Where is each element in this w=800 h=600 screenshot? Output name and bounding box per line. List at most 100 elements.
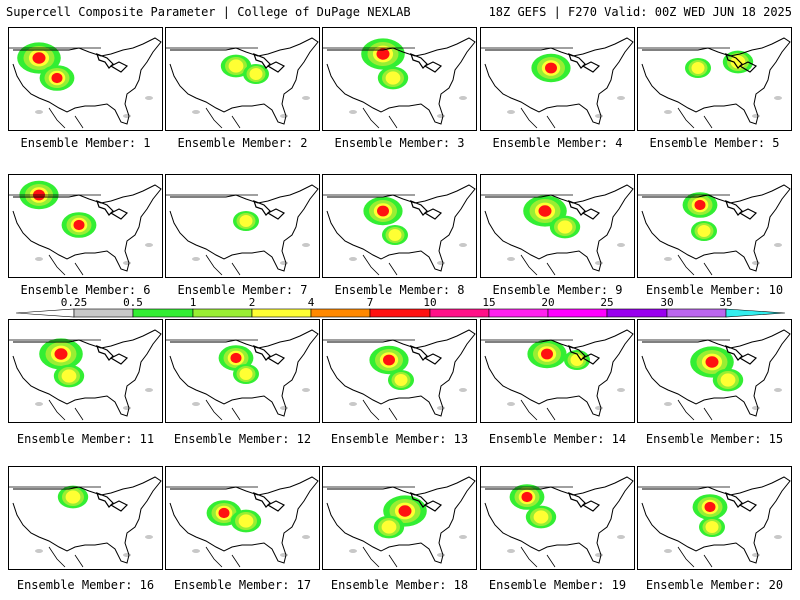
colorbar-level-label: 7 (367, 297, 374, 309)
scp-shading (507, 549, 515, 553)
coastline (12, 37, 162, 125)
map-svg (166, 184, 319, 276)
scp-shading (595, 114, 603, 118)
colorbar-segment (73, 308, 134, 318)
mexico-coast (520, 399, 556, 421)
scp-shading (145, 388, 153, 392)
map-svg (166, 329, 319, 421)
colorbar-level-label: 4 (308, 297, 315, 309)
map-svg (9, 476, 162, 568)
great-lakes (725, 344, 758, 365)
mexico-coast (677, 399, 713, 421)
scp-shading (61, 369, 77, 383)
scp-shading (238, 514, 254, 528)
ensemble-map-9 (480, 174, 635, 278)
scp-shading (349, 257, 357, 261)
great-lakes (725, 199, 758, 220)
map-svg (9, 180, 162, 276)
coastline (12, 329, 162, 417)
panel-label: Ensemble Member: 12 (173, 432, 312, 446)
ensemble-map-3 (322, 27, 477, 131)
panel-label: Ensemble Member: 17 (173, 578, 312, 592)
ensemble-map-12 (165, 319, 320, 423)
mexico-coast (520, 254, 556, 276)
great-lakes (253, 199, 286, 220)
scp-shading (249, 68, 263, 80)
scp-shading (302, 96, 310, 100)
map-svg (9, 329, 162, 421)
scp-shading (752, 114, 760, 118)
ensemble-map-19 (480, 466, 635, 570)
scp-shading (752, 553, 760, 557)
scp-shading (437, 114, 445, 118)
model-run-label: 18Z GEFS | F270 Valid: 00Z WED JUN 18 20… (488, 5, 792, 19)
colorbar-segment (666, 308, 727, 318)
map-svg (481, 37, 634, 129)
ensemble-map-2 (165, 27, 320, 131)
panel-label: Ensemble Member: 4 (492, 136, 623, 150)
coastline (169, 329, 319, 417)
panel-label: Ensemble Member: 7 (177, 283, 308, 297)
scp-shading (617, 96, 625, 100)
colorbar-segment (369, 308, 431, 318)
coastline (641, 184, 791, 272)
scp-shading (349, 549, 357, 553)
mexico-coast (205, 546, 241, 568)
scp-shading (664, 549, 672, 553)
scp-shading (239, 368, 253, 380)
scp-shading (302, 243, 310, 247)
mexico-coast (362, 254, 398, 276)
map-svg (481, 476, 634, 568)
scp-shading (32, 52, 46, 64)
scp-shading (398, 505, 412, 517)
scp-shading (35, 257, 43, 261)
ensemble-map-7 (165, 174, 320, 278)
scp-shading (595, 406, 603, 410)
coastline (326, 37, 476, 125)
great-lakes (96, 52, 129, 73)
colorbar-segment (310, 308, 371, 318)
scp-shading (557, 220, 573, 234)
scp-shading (302, 388, 310, 392)
panel-label: Ensemble Member: 5 (649, 136, 780, 150)
scp-shading (437, 553, 445, 557)
scp-shading (192, 549, 200, 553)
great-lakes (96, 491, 129, 512)
scp-shading (349, 402, 357, 406)
map-svg (323, 37, 476, 129)
colorbar-segment (132, 308, 194, 318)
map-svg (323, 184, 476, 276)
mexico-coast (48, 254, 84, 276)
map-svg (638, 184, 791, 276)
scp-shading (459, 96, 467, 100)
scp-shading (704, 501, 716, 513)
map-svg (166, 37, 319, 129)
panel-label: Ensemble Member: 6 (20, 283, 151, 297)
great-lakes (96, 199, 129, 220)
colorbar-level-label: 35 (719, 297, 732, 309)
scp-shading (617, 535, 625, 539)
great-lakes (568, 491, 601, 512)
ensemble-map-17 (165, 466, 320, 570)
scp-shading (385, 71, 401, 85)
ensemble-map-18 (322, 466, 477, 570)
scp-shading (383, 354, 395, 366)
panel-label: Ensemble Member: 19 (488, 578, 627, 592)
scp-shading (617, 243, 625, 247)
ensemble-map-8 (322, 174, 477, 278)
mexico-coast (362, 546, 398, 568)
ensemble-map-14 (480, 319, 635, 423)
ensemble-map-13 (322, 319, 477, 423)
scp-shading (280, 553, 288, 557)
scp-shading (377, 205, 389, 217)
great-lakes (253, 52, 286, 73)
great-lakes (410, 491, 443, 512)
colorbar-level-label: 15 (482, 297, 495, 309)
ensemble-map-11 (8, 319, 163, 423)
great-lakes (568, 344, 601, 365)
scp-shading (694, 199, 706, 211)
ensemble-map-10 (637, 174, 792, 278)
mexico-coast (205, 399, 241, 421)
scp-shading (774, 388, 782, 392)
great-lakes (253, 344, 286, 365)
